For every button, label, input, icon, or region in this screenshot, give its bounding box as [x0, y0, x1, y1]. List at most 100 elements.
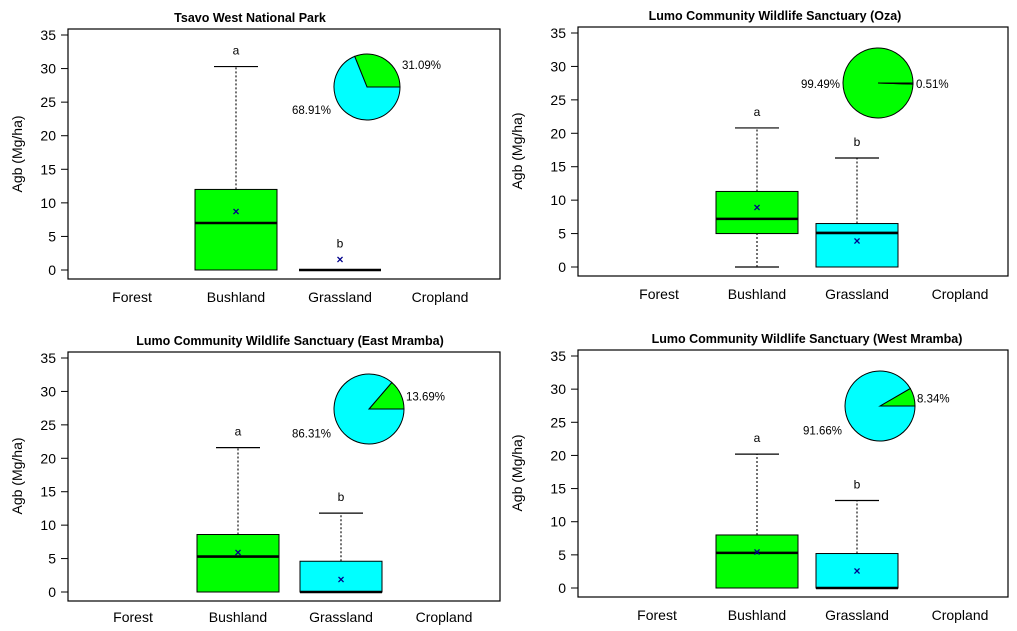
y-tick-label: 15 [40, 484, 56, 500]
y-tick-label: 30 [550, 381, 566, 397]
y-tick-label: 0 [558, 259, 566, 275]
mean-marker: × [234, 546, 241, 560]
box-grassland [815, 553, 899, 589]
plot-frame [577, 26, 1009, 277]
pie-label: 99.49% [801, 79, 840, 91]
significance-letter: a [754, 105, 761, 119]
x-tick-label: Bushland [207, 289, 265, 305]
y-axis-label: Agb (Mg/ha) [9, 437, 25, 514]
x-tick-label: Grassland [308, 289, 372, 305]
y-tick-label: 30 [550, 58, 566, 74]
mean-marker: × [753, 200, 760, 214]
mean-marker: × [753, 545, 760, 559]
y-axis-label: Agb (Mg/ha) [509, 434, 525, 511]
y-tick-label: 20 [550, 447, 566, 463]
significance-letter: b [337, 236, 344, 250]
y-tick-label: 0 [48, 584, 56, 600]
y-tick-label: 20 [550, 125, 566, 141]
mean-marker: × [336, 252, 343, 266]
y-tick-label: 35 [40, 27, 56, 43]
y-tick-label: 0 [558, 580, 566, 596]
x-tick-label: Bushland [209, 609, 267, 625]
y-tick-label: 30 [40, 383, 56, 399]
y-tick-label: 15 [40, 161, 56, 177]
y-tick-label: 25 [550, 92, 566, 108]
x-tick-label: Grassland [825, 607, 889, 623]
x-tick-label: Forest [113, 609, 153, 625]
significance-letter: b [338, 490, 345, 504]
y-tick-label: 15 [550, 159, 566, 175]
mean-marker: × [853, 564, 860, 578]
plot-frame [67, 351, 501, 602]
pie-label: 0.51% [916, 79, 949, 91]
x-tick-label: Grassland [825, 286, 889, 302]
pie-slice-grassland [844, 370, 916, 442]
y-axis-label: Agb (Mg/ha) [509, 112, 525, 189]
y-tick-label: 15 [550, 481, 566, 497]
y-tick-label: 25 [550, 414, 566, 430]
pie-label: 91.66% [803, 426, 842, 438]
significance-letter: b [854, 478, 861, 492]
box-grassland [299, 560, 383, 593]
pie-label: 13.69% [406, 392, 445, 404]
panel-4: Lumo Community Wildlife Sanctuary (West … [509, 332, 1009, 623]
mean-marker: × [337, 572, 344, 586]
y-tick-label: 25 [40, 417, 56, 433]
y-tick-label: 35 [40, 350, 56, 366]
x-tick-label: Forest [639, 286, 679, 302]
pie-label: 68.91% [292, 105, 331, 117]
plot-frame [577, 349, 1009, 598]
significance-letter: a [754, 431, 761, 445]
x-tick-label: Bushland [728, 607, 786, 623]
box-bushland [715, 190, 799, 235]
panel-3: Lumo Community Wildlife Sanctuary (East … [9, 334, 501, 625]
y-tick-label: 20 [40, 450, 56, 466]
pie-slice-grassland [877, 82, 914, 85]
y-tick-label: 35 [550, 25, 566, 41]
y-tick-label: 25 [40, 94, 56, 110]
y-tick-label: 10 [40, 517, 56, 533]
x-tick-label: Cropland [412, 289, 469, 305]
y-tick-label: 5 [48, 228, 56, 244]
y-tick-label: 20 [40, 128, 56, 144]
pie-slice-grassland [333, 55, 401, 121]
box-bushland [196, 534, 280, 593]
box-bushland [194, 188, 278, 271]
chart-title: Lumo Community Wildlife Sanctuary (West … [652, 332, 963, 346]
chart-title: Lumo Community Wildlife Sanctuary (Oza) [649, 9, 902, 23]
box-grassland [815, 223, 899, 268]
panel-1: Tsavo West National Park Agb (Mg/ha) 0 5 10 1… [9, 11, 501, 305]
mean-marker: × [853, 234, 860, 248]
y-tick-label: 10 [550, 514, 566, 530]
y-tick-label: 5 [558, 547, 566, 563]
y-tick-label: 0 [48, 262, 56, 278]
plot-frame [67, 28, 501, 280]
pie-slice-bushland [354, 53, 401, 88]
x-tick-label: Cropland [932, 607, 989, 623]
y-tick-label: 10 [40, 195, 56, 211]
significance-letter: a [235, 425, 242, 439]
panel-2: Lumo Community Wildlife Sanctuary (Oza) A… [509, 9, 1009, 302]
significance-letter: a [233, 44, 240, 58]
y-tick-label: 30 [40, 61, 56, 77]
y-axis-label: Agb (Mg/ha) [9, 115, 25, 192]
box-bushland [715, 534, 799, 589]
significance-letter: b [854, 135, 861, 149]
y-tick-label: 35 [550, 348, 566, 364]
y-tick-label: 10 [550, 192, 566, 208]
y-tick-label: 5 [48, 551, 56, 567]
x-tick-label: Cropland [932, 286, 989, 302]
x-tick-label: Bushland [728, 286, 786, 302]
x-tick-label: Grassland [309, 609, 373, 625]
pie-label: 8.34% [917, 393, 950, 405]
mean-marker: × [232, 205, 239, 219]
x-tick-label: Cropland [416, 609, 473, 625]
x-tick-label: Forest [637, 607, 677, 623]
chart-title: Lumo Community Wildlife Sanctuary (East … [136, 334, 444, 348]
pie-label: 86.31% [292, 429, 331, 441]
chart-title: Tsavo West National Park [174, 11, 326, 25]
pie-slice-grassland [333, 373, 405, 445]
pie-label: 31.09% [402, 60, 441, 72]
x-tick-label: Forest [112, 289, 152, 305]
